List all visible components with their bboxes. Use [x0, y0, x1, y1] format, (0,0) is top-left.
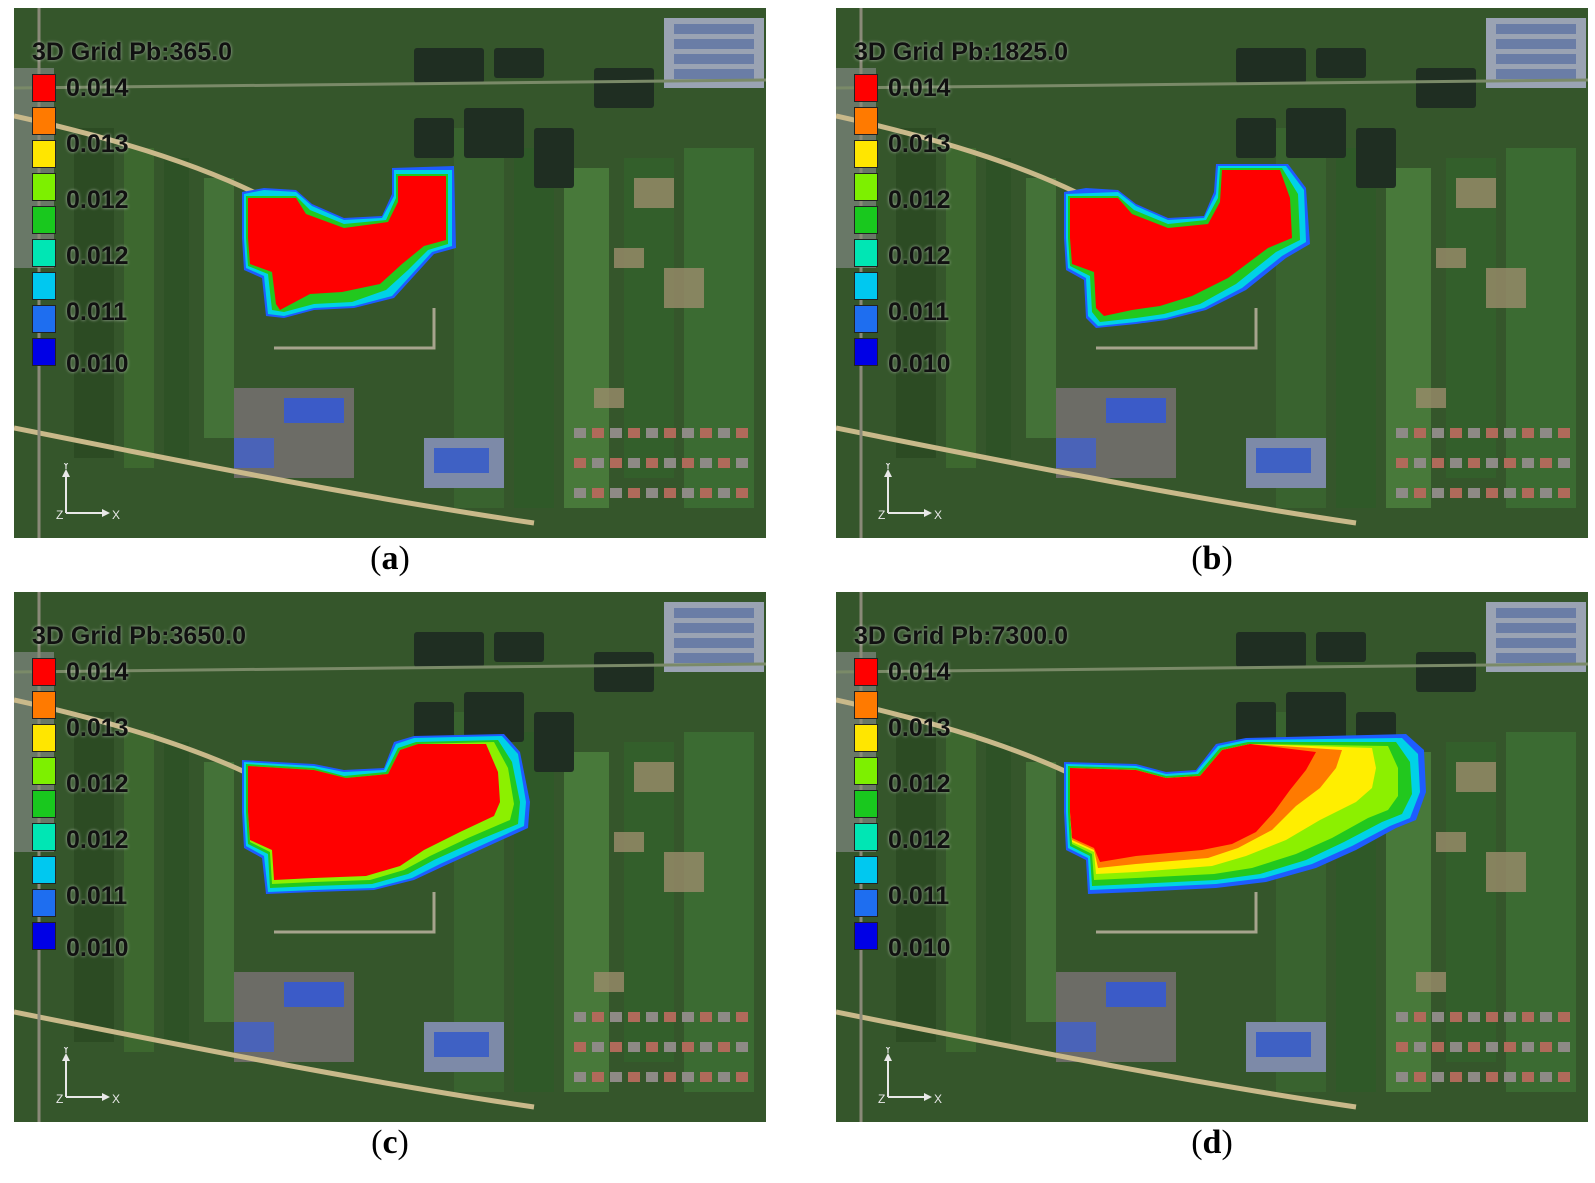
- legend-tick-label: 0.014: [888, 74, 951, 102]
- panel-title: 3D Grid Pb:365.0: [32, 38, 233, 66]
- plume-contour: [1064, 734, 1426, 894]
- legend-swatch: [854, 74, 878, 102]
- plume-contour: [1064, 164, 1310, 328]
- map-panel-d: 3D Grid Pb:7300.0 0.014 0.013 0.012 0.012 0.…: [836, 592, 1588, 1122]
- satellite-basemap: [14, 8, 766, 538]
- panel-title: 3D Grid Pb:7300.0: [854, 622, 1068, 650]
- axis-triad-icon: Y Z X: [878, 1047, 942, 1106]
- legend-tick-label: 0.012: [888, 770, 951, 798]
- legend-swatch: [32, 856, 56, 884]
- map-panel-c: 3D Grid Pb:3650.0 0.014 0.013 0.012 0.012 0.…: [14, 592, 766, 1122]
- legend-tick-label: 0.012: [888, 242, 951, 270]
- legend-swatch: [854, 856, 878, 884]
- svg-text:Z: Z: [56, 508, 63, 522]
- legend-swatch: [854, 922, 878, 950]
- legend-tick-label: 0.012: [888, 186, 951, 214]
- legend-swatch: [32, 173, 56, 201]
- legend-tick-label: 0.012: [888, 826, 951, 854]
- legend-swatch: [32, 338, 56, 366]
- svg-text:Y: Y: [884, 463, 892, 472]
- legend-swatch: [32, 658, 56, 686]
- satellite-basemap: [836, 8, 1588, 538]
- legend-swatch: [32, 239, 56, 267]
- legend-swatch: [854, 823, 878, 851]
- legend-swatch: [854, 889, 878, 917]
- legend-tick-label: 0.013: [888, 130, 951, 158]
- legend-tick-label: 0.011: [888, 882, 950, 910]
- legend-tick-label: 0.013: [66, 130, 129, 158]
- legend-tick-label: 0.014: [66, 658, 129, 686]
- legend-swatch: [32, 724, 56, 752]
- legend-swatch: [32, 790, 56, 818]
- axis-triad-icon: Y Z X: [56, 463, 120, 522]
- axis-triad-icon: Y Z X: [56, 1047, 120, 1106]
- svg-text:Z: Z: [56, 1092, 63, 1106]
- legend-swatch: [854, 107, 878, 135]
- legend-tick-label: 0.010: [888, 934, 951, 962]
- caption-d: (d): [1191, 1124, 1233, 1161]
- svg-text:X: X: [112, 1092, 120, 1106]
- legend-swatch: [32, 206, 56, 234]
- caption-b: (b): [1191, 540, 1233, 577]
- legend-swatch: [32, 107, 56, 135]
- legend-tick-label: 0.012: [66, 826, 129, 854]
- legend-tick-label: 0.011: [888, 298, 950, 326]
- caption-c: (c): [371, 1124, 409, 1161]
- legend-swatch: [854, 140, 878, 168]
- legend-swatch: [854, 338, 878, 366]
- satellite-basemap: [836, 592, 1588, 1122]
- legend-tick-label: 0.011: [66, 298, 128, 326]
- svg-text:X: X: [934, 1092, 942, 1106]
- legend-swatch: [32, 922, 56, 950]
- svg-text:Y: Y: [62, 1047, 70, 1056]
- svg-text:Z: Z: [878, 1092, 885, 1106]
- legend-tick-label: 0.013: [66, 714, 129, 742]
- legend-swatch: [854, 658, 878, 686]
- legend-swatch: [32, 889, 56, 917]
- legend-tick-label: 0.014: [888, 658, 951, 686]
- legend-tick-label: 0.013: [888, 714, 951, 742]
- svg-text:Y: Y: [884, 1047, 892, 1056]
- legend-swatch: [32, 823, 56, 851]
- legend-swatch: [854, 272, 878, 300]
- legend-swatch: [854, 757, 878, 785]
- svg-text:Y: Y: [62, 463, 70, 472]
- panel-title: 3D Grid Pb:3650.0: [32, 622, 246, 650]
- svg-text:X: X: [112, 508, 120, 522]
- legend-swatch: [32, 272, 56, 300]
- map-panel-a: 3D Grid Pb:365.0 0.014 0.013 0.012 0.012 0.0…: [14, 8, 766, 538]
- legend-swatch: [854, 239, 878, 267]
- panel-title: 3D Grid Pb:1825.0: [854, 38, 1068, 66]
- legend-tick-label: 0.011: [66, 882, 128, 910]
- legend-swatch: [854, 173, 878, 201]
- axis-triad-icon: Y Z X: [878, 463, 942, 522]
- legend-tick-label: 0.010: [66, 934, 129, 962]
- legend-swatch: [854, 724, 878, 752]
- legend-tick-label: 0.010: [66, 350, 129, 378]
- legend-tick-label: 0.014: [66, 74, 129, 102]
- legend-swatch: [854, 305, 878, 333]
- legend-tick-label: 0.012: [66, 186, 129, 214]
- legend-tick-label: 0.012: [66, 242, 129, 270]
- legend-tick-label: 0.012: [66, 770, 129, 798]
- svg-text:Z: Z: [878, 508, 885, 522]
- map-panel-b: 3D Grid Pb:1825.0 0.014 0.013 0.012 0.012 0.…: [836, 8, 1588, 538]
- svg-text:X: X: [934, 508, 942, 522]
- legend-swatch: [32, 74, 56, 102]
- legend-swatch: [32, 140, 56, 168]
- legend-tick-label: 0.010: [888, 350, 951, 378]
- legend-swatch: [32, 757, 56, 785]
- legend-swatch: [32, 691, 56, 719]
- caption-a: (a): [370, 540, 410, 577]
- legend-swatch: [854, 206, 878, 234]
- legend-swatch: [32, 305, 56, 333]
- legend-swatch: [854, 790, 878, 818]
- plume-contour: [242, 734, 530, 894]
- legend-swatch: [854, 691, 878, 719]
- plume-contour: [242, 166, 456, 318]
